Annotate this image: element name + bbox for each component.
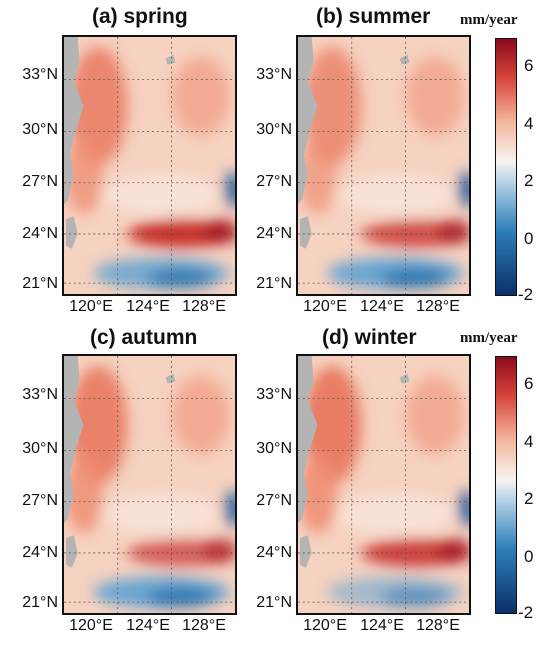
- colorbar-tick: 0: [524, 547, 534, 566]
- lat-label: 33°N: [22, 386, 58, 403]
- panel-title-a: (a) spring: [92, 5, 188, 28]
- lon-label: 120°E: [303, 617, 347, 634]
- lat-label: 33°N: [256, 66, 292, 83]
- lat-label: 27°N: [22, 173, 58, 190]
- lon-label: 124°E: [360, 298, 404, 315]
- panel-title-d: (d) winter: [322, 326, 417, 349]
- map-panel-b: [296, 35, 471, 296]
- lat-label: 30°N: [256, 121, 292, 138]
- lon-label: 120°E: [303, 298, 347, 315]
- lat-label: 24°N: [22, 225, 58, 242]
- lat-label: 33°N: [256, 386, 292, 403]
- map-a: [64, 37, 235, 294]
- lat-label: 24°N: [256, 225, 292, 242]
- colorbar-tick: -2: [518, 285, 534, 304]
- map-c: [64, 356, 235, 613]
- colorbar-tick: 4: [524, 432, 534, 451]
- lon-label: 128°E: [416, 298, 460, 315]
- map-panel-d: [296, 354, 471, 615]
- lat-label: 21°N: [256, 275, 292, 292]
- lat-label: 27°N: [256, 492, 292, 509]
- lat-label: 27°N: [22, 492, 58, 509]
- lat-label: 21°N: [22, 275, 58, 292]
- panel-title-c: (c) autumn: [90, 326, 198, 349]
- lat-label: 24°N: [22, 544, 58, 561]
- lat-label: 24°N: [256, 544, 292, 561]
- lon-label: 124°E: [360, 617, 404, 634]
- map-panel-c: [62, 354, 237, 615]
- colorbar-bottom: [495, 356, 517, 614]
- panel-title-b: (b) summer: [316, 5, 431, 28]
- colorbar-top: [495, 38, 517, 296]
- colorbar-tick: 6: [524, 56, 534, 75]
- lat-label: 21°N: [256, 594, 292, 611]
- lon-label: 120°E: [69, 298, 113, 315]
- lat-label: 27°N: [256, 173, 292, 190]
- lat-label: 30°N: [22, 440, 58, 457]
- map-b: [298, 37, 469, 294]
- colorbar-tick: 2: [524, 489, 534, 508]
- unit-label-bottom: mm/year: [460, 330, 518, 346]
- colorbar-tick: 2: [524, 171, 534, 190]
- unit-label-top: mm/year: [460, 12, 518, 28]
- lon-label: 124°E: [126, 617, 170, 634]
- map-panel-a: [62, 35, 237, 296]
- lat-label: 30°N: [22, 121, 58, 138]
- colorbar-tick: -2: [518, 603, 534, 622]
- colorbar-tick: 0: [524, 229, 534, 248]
- colorbar-tick: 6: [524, 374, 534, 393]
- lat-label: 30°N: [256, 440, 292, 457]
- lon-label: 124°E: [126, 298, 170, 315]
- lat-label: 33°N: [22, 66, 58, 83]
- map-d: [298, 356, 469, 613]
- lon-label: 128°E: [416, 617, 460, 634]
- colorbar-tick: 4: [524, 114, 534, 133]
- lat-label: 21°N: [22, 594, 58, 611]
- lon-label: 120°E: [69, 617, 113, 634]
- lon-label: 128°E: [182, 298, 226, 315]
- lon-label: 128°E: [182, 617, 226, 634]
